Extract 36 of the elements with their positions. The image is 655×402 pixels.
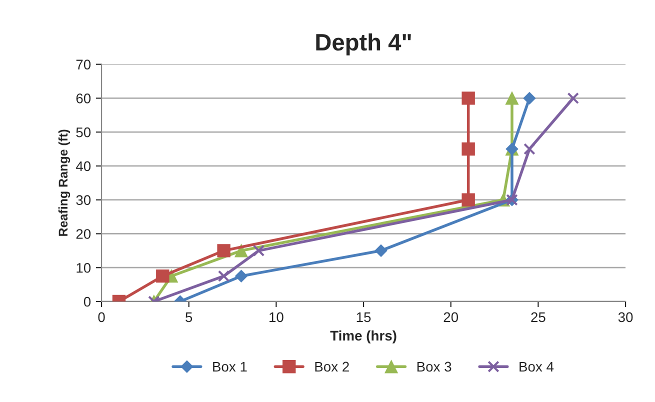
- point: [217, 244, 230, 258]
- legend-label: Box 1: [213, 362, 247, 372]
- point: [234, 244, 248, 258]
- x-tick-label: 25: [531, 312, 546, 322]
- y-tick-label: 50: [76, 127, 91, 138]
- x-tick-label: 15: [356, 312, 371, 322]
- legend-label: Box 4: [520, 362, 554, 372]
- legend-label: Box 2: [315, 362, 349, 372]
- point: [462, 92, 475, 105]
- point: [462, 193, 475, 206]
- x-axis-title: Time (hrs): [330, 330, 396, 344]
- y-tick-label: 30: [76, 195, 91, 206]
- y-tick-label: 70: [76, 60, 91, 70]
- point: [524, 143, 536, 155]
- point: [252, 244, 265, 257]
- point: [374, 244, 388, 257]
- x-tick-label: 10: [270, 312, 284, 322]
- point: [505, 92, 519, 105]
- x-tick-label: 20: [444, 312, 458, 322]
- y-tick-label: 0: [84, 296, 91, 307]
- y-axis-title: Reafing Range (ft): [58, 130, 70, 236]
- x-tick-label: 30: [618, 312, 633, 322]
- x-tick-label: 0: [98, 312, 105, 322]
- y-tick-label: 60: [76, 94, 91, 104]
- x-tick-label: 5: [186, 312, 192, 322]
- y-tick-label: 10: [76, 262, 91, 273]
- point: [523, 92, 536, 104]
- point: [218, 270, 230, 282]
- y-tick-label: 20: [76, 229, 91, 239]
- point: [235, 270, 248, 282]
- y-tick-label: 40: [76, 161, 91, 172]
- point: [462, 142, 475, 156]
- legend-label: Box 3: [417, 362, 452, 372]
- point: [156, 269, 170, 283]
- chart-title: Depth 4": [316, 33, 411, 56]
- point: [567, 92, 580, 104]
